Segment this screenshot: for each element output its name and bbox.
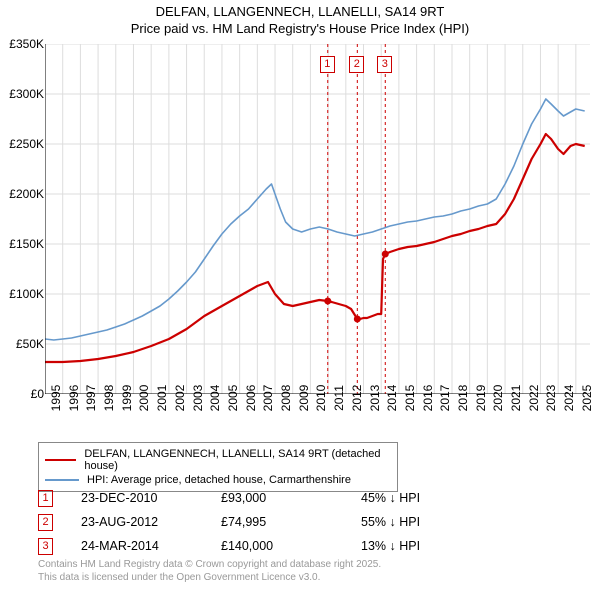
x-axis-tick-label: 1999 <box>120 385 134 412</box>
legend-label: DELFAN, LLANGENNECH, LLANELLI, SA14 9RT … <box>84 448 391 472</box>
x-axis-tick-label: 2023 <box>544 385 558 412</box>
legend-row: DELFAN, LLANGENNECH, LLANELLI, SA14 9RT … <box>45 447 391 473</box>
x-axis-tick-label: 2014 <box>385 385 399 412</box>
x-axis-tick-label: 2019 <box>474 385 488 412</box>
x-axis-tick-label: 2001 <box>155 385 169 412</box>
chart-title-desc: Price paid vs. HM Land Registry's House … <box>0 21 600 36</box>
y-axis-tick-label: £100K <box>9 287 44 301</box>
table-row: 3 24-MAR-2014 £140,000 13% ↓ HPI <box>38 534 481 558</box>
x-axis-tick-label: 1997 <box>84 385 98 412</box>
x-axis-tick-label: 2016 <box>421 385 435 412</box>
x-axis-tick-label: 2018 <box>456 385 470 412</box>
y-axis-tick-label: £350K <box>9 37 44 51</box>
x-axis-tick-label: 2020 <box>491 385 505 412</box>
sale-hpi-diff: 45% ↓ HPI <box>361 491 481 505</box>
x-axis-tick-label: 2009 <box>297 385 311 412</box>
x-axis-tick-label: 2015 <box>403 385 417 412</box>
legend-row: HPI: Average price, detached house, Carm… <box>45 473 391 487</box>
sale-date: 24-MAR-2014 <box>81 539 221 553</box>
legend-swatch-hpi <box>45 479 79 481</box>
sale-marker-icon: 2 <box>38 514 53 531</box>
x-axis-tick-label: 2024 <box>562 385 576 412</box>
x-axis-tick-label: 2012 <box>350 385 364 412</box>
chart-legend: DELFAN, LLANGENNECH, LLANELLI, SA14 9RT … <box>38 442 398 492</box>
chart-title-address: DELFAN, LLANGENNECH, LLANELLI, SA14 9RT <box>0 4 600 19</box>
x-axis-tick-label: 2007 <box>261 385 275 412</box>
footer-attribution: Contains HM Land Registry data © Crown c… <box>38 558 381 584</box>
chart-plot-area <box>45 44 590 394</box>
y-axis-tick-label: £200K <box>9 187 44 201</box>
x-axis-tick-label: 2011 <box>332 385 346 411</box>
footer-line: Contains HM Land Registry data © Crown c… <box>38 558 381 571</box>
y-axis-tick-label: £250K <box>9 137 44 151</box>
x-axis-tick-label: 2005 <box>226 385 240 412</box>
x-axis-tick-label: 2017 <box>438 385 452 412</box>
y-axis-tick-label: £300K <box>9 87 44 101</box>
x-axis-tick-label: 2025 <box>580 385 594 412</box>
legend-swatch-price <box>45 459 76 462</box>
x-axis-tick-label: 2021 <box>509 385 523 412</box>
y-axis-tick-label: £50K <box>16 337 44 351</box>
x-axis-tick-label: 2004 <box>208 385 222 412</box>
sale-date: 23-DEC-2010 <box>81 491 221 505</box>
x-axis-tick-label: 2022 <box>527 385 541 412</box>
sale-marker-icon: 1 <box>38 490 53 507</box>
footer-line: This data is licensed under the Open Gov… <box>38 571 381 584</box>
sale-marker-icon: 3 <box>377 56 392 73</box>
sale-price: £74,995 <box>221 515 361 529</box>
line-chart-svg <box>45 44 590 394</box>
sale-hpi-diff: 55% ↓ HPI <box>361 515 481 529</box>
y-axis-tick-label: £150K <box>9 237 44 251</box>
x-axis-tick-label: 2008 <box>279 385 293 412</box>
y-axis-tick-label: £0 <box>31 387 44 401</box>
x-axis-tick-label: 2002 <box>173 385 187 412</box>
sales-table: 1 23-DEC-2010 £93,000 45% ↓ HPI 2 23-AUG… <box>38 486 481 558</box>
sale-marker-icon: 3 <box>38 538 53 555</box>
sale-marker-icon: 2 <box>349 56 364 73</box>
sale-price: £93,000 <box>221 491 361 505</box>
x-axis-tick-label: 2010 <box>314 385 328 412</box>
x-axis-tick-label: 1996 <box>67 385 81 412</box>
sale-price: £140,000 <box>221 539 361 553</box>
x-axis-tick-label: 1998 <box>102 385 116 412</box>
x-axis-tick-label: 2013 <box>368 385 382 412</box>
sale-date: 23-AUG-2012 <box>81 515 221 529</box>
x-axis-tick-label: 1995 <box>49 385 63 412</box>
sale-marker-icon: 1 <box>320 56 335 73</box>
x-axis-tick-label: 2006 <box>244 385 258 412</box>
sale-hpi-diff: 13% ↓ HPI <box>361 539 481 553</box>
x-axis-tick-label: 2003 <box>191 385 205 412</box>
table-row: 1 23-DEC-2010 £93,000 45% ↓ HPI <box>38 486 481 510</box>
x-axis-tick-label: 2000 <box>137 385 151 412</box>
legend-label: HPI: Average price, detached house, Carm… <box>87 474 351 486</box>
table-row: 2 23-AUG-2012 £74,995 55% ↓ HPI <box>38 510 481 534</box>
